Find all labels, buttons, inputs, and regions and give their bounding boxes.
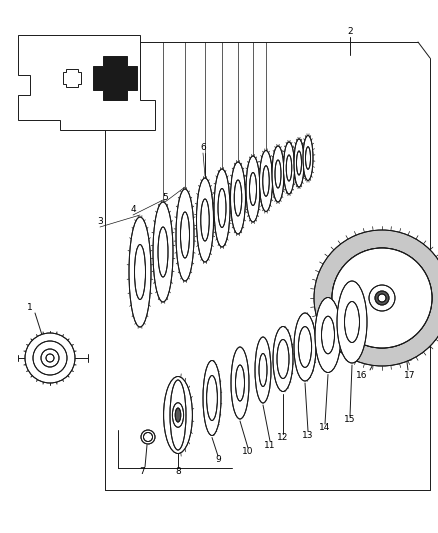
Ellipse shape xyxy=(255,337,271,403)
Ellipse shape xyxy=(297,151,301,175)
Ellipse shape xyxy=(305,147,311,169)
Text: 13: 13 xyxy=(302,431,314,440)
Ellipse shape xyxy=(218,189,226,228)
Ellipse shape xyxy=(129,217,151,327)
Ellipse shape xyxy=(369,285,395,311)
Ellipse shape xyxy=(378,294,386,302)
Ellipse shape xyxy=(303,135,313,181)
Ellipse shape xyxy=(259,353,267,386)
Text: 8: 8 xyxy=(175,467,181,477)
Ellipse shape xyxy=(170,380,186,450)
Ellipse shape xyxy=(337,281,367,363)
Ellipse shape xyxy=(259,150,272,212)
Ellipse shape xyxy=(246,156,260,222)
Ellipse shape xyxy=(236,365,244,401)
Ellipse shape xyxy=(33,341,67,375)
Ellipse shape xyxy=(164,376,192,454)
Ellipse shape xyxy=(231,347,249,419)
Ellipse shape xyxy=(180,212,190,258)
Text: 6: 6 xyxy=(200,143,206,152)
Ellipse shape xyxy=(230,162,246,234)
Text: 12: 12 xyxy=(277,433,289,442)
Text: 3: 3 xyxy=(97,217,103,227)
Ellipse shape xyxy=(175,408,181,422)
Polygon shape xyxy=(63,69,81,87)
Ellipse shape xyxy=(263,166,269,196)
Ellipse shape xyxy=(294,139,304,187)
Ellipse shape xyxy=(332,248,432,348)
Ellipse shape xyxy=(314,230,438,366)
Text: 9: 9 xyxy=(215,456,221,464)
Polygon shape xyxy=(18,35,155,130)
Ellipse shape xyxy=(332,248,432,348)
Ellipse shape xyxy=(134,245,145,300)
Ellipse shape xyxy=(273,327,293,392)
Ellipse shape xyxy=(144,432,152,441)
Text: 11: 11 xyxy=(264,440,276,449)
Text: 15: 15 xyxy=(344,416,356,424)
Text: 10: 10 xyxy=(242,448,254,456)
Ellipse shape xyxy=(41,349,59,367)
Text: 14: 14 xyxy=(319,424,331,432)
Text: 1: 1 xyxy=(27,303,33,312)
Ellipse shape xyxy=(234,180,242,216)
Text: 17: 17 xyxy=(404,370,416,379)
Ellipse shape xyxy=(283,142,294,194)
Ellipse shape xyxy=(272,146,284,202)
Polygon shape xyxy=(93,56,137,100)
Ellipse shape xyxy=(201,199,209,241)
Ellipse shape xyxy=(345,302,360,343)
Ellipse shape xyxy=(286,155,292,181)
Ellipse shape xyxy=(375,291,389,305)
Ellipse shape xyxy=(158,227,168,277)
Ellipse shape xyxy=(315,297,341,373)
Text: 5: 5 xyxy=(162,192,168,201)
Ellipse shape xyxy=(250,173,257,206)
Ellipse shape xyxy=(173,403,184,427)
Ellipse shape xyxy=(176,189,194,281)
Ellipse shape xyxy=(25,333,75,383)
Ellipse shape xyxy=(275,160,281,188)
Text: 16: 16 xyxy=(356,370,368,379)
Ellipse shape xyxy=(298,327,311,367)
Text: 7: 7 xyxy=(139,467,145,477)
Ellipse shape xyxy=(321,316,335,354)
Ellipse shape xyxy=(294,313,316,381)
Text: 4: 4 xyxy=(130,206,136,214)
Ellipse shape xyxy=(141,430,155,444)
Ellipse shape xyxy=(214,169,230,247)
Ellipse shape xyxy=(203,360,221,435)
Ellipse shape xyxy=(153,202,173,302)
Ellipse shape xyxy=(277,340,289,378)
Ellipse shape xyxy=(207,376,217,421)
Ellipse shape xyxy=(46,354,54,362)
Ellipse shape xyxy=(197,178,213,262)
Text: 2: 2 xyxy=(347,28,353,36)
